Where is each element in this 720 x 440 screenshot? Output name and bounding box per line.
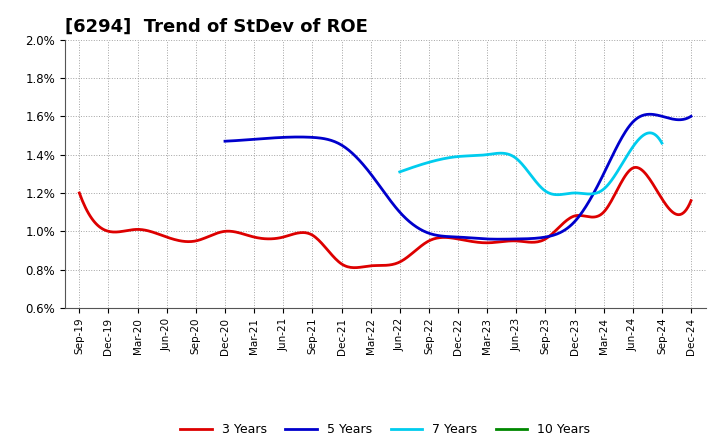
5 Years — [276, 135, 285, 140]
7 Years — [553, 192, 562, 197]
7 Years — [585, 191, 594, 197]
Text: [6294]  Trend of StDev of ROE: [6294] Trend of StDev of ROE — [65, 17, 368, 35]
7 Years — [561, 191, 570, 197]
3 Years — [687, 198, 696, 203]
Line: 5 Years: 5 Years — [225, 114, 691, 239]
3 Years — [518, 239, 527, 244]
3 Years — [462, 238, 470, 243]
5 Years — [372, 180, 381, 185]
7 Years — [499, 150, 508, 156]
3 Years — [631, 165, 640, 170]
5 Years — [515, 236, 523, 242]
5 Years — [687, 114, 696, 119]
Line: 3 Years: 3 Years — [79, 167, 691, 268]
7 Years — [646, 130, 654, 136]
5 Years — [558, 229, 567, 234]
7 Years — [587, 191, 595, 197]
7 Years — [395, 169, 404, 175]
7 Years — [427, 159, 436, 164]
7 Years — [481, 152, 490, 158]
3 Years — [349, 265, 358, 270]
7 Years — [657, 140, 666, 146]
5 Years — [220, 139, 229, 144]
5 Years — [561, 227, 570, 233]
3 Years — [75, 191, 84, 196]
3 Years — [521, 239, 530, 245]
5 Years — [646, 112, 654, 117]
5 Years — [405, 219, 414, 224]
Line: 7 Years: 7 Years — [400, 133, 662, 194]
3 Years — [274, 235, 283, 241]
5 Years — [495, 237, 504, 242]
3 Years — [318, 241, 326, 246]
Legend: 3 Years, 5 Years, 7 Years, 10 Years: 3 Years, 5 Years, 7 Years, 10 Years — [176, 418, 595, 440]
3 Years — [148, 230, 157, 235]
